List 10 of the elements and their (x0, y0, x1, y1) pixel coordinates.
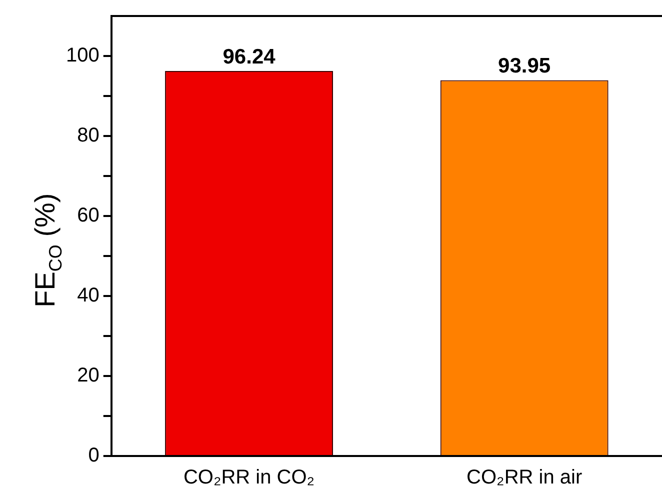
y-tick-label: 20 (77, 364, 100, 387)
data-label: 96.24 (222, 45, 276, 68)
y-tick-label: 100 (66, 44, 100, 67)
data-label: 93.95 (498, 54, 551, 78)
y-tick-label: 40 (77, 284, 100, 307)
y-tick-label: 80 (77, 124, 100, 147)
y-tick-label: 60 (77, 204, 100, 227)
x-tick-label: CO₂RR in air (466, 466, 582, 489)
x-tick-label: CO₂RR in CO₂ (183, 466, 315, 489)
y-tick-label: 0 (88, 444, 100, 467)
